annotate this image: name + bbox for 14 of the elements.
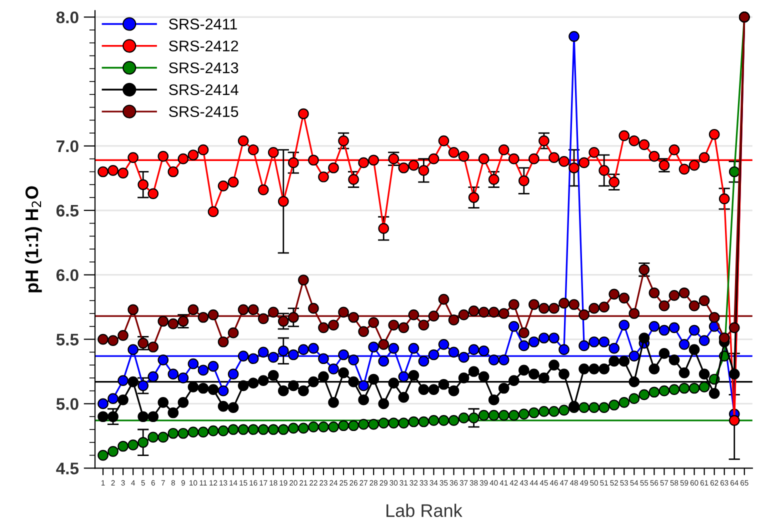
y-tick-label: 7.0 [56, 140, 78, 152]
x-axis-title: Lab Rank [386, 504, 462, 518]
legend-label: SRS-2413 [169, 62, 238, 74]
y-tick-label: 5.5 [56, 334, 79, 346]
y-axis-title: pH (1:1) H$_{2}$O [25, 186, 42, 292]
legend-label: SRS-2411 [169, 18, 237, 30]
y-tick-label: 6.0 [56, 269, 78, 282]
legend-label: SRS-2415 [169, 106, 238, 118]
y-tick-label: 5.0 [56, 398, 78, 410]
legend-label: SRS-2412 [169, 40, 238, 52]
y-tick-label: 8.0 [56, 11, 78, 24]
y-tick-label: 4.5 [56, 462, 79, 474]
legend-label: SRS-2414 [169, 84, 238, 96]
y-tick-label: 6.5 [56, 204, 79, 217]
